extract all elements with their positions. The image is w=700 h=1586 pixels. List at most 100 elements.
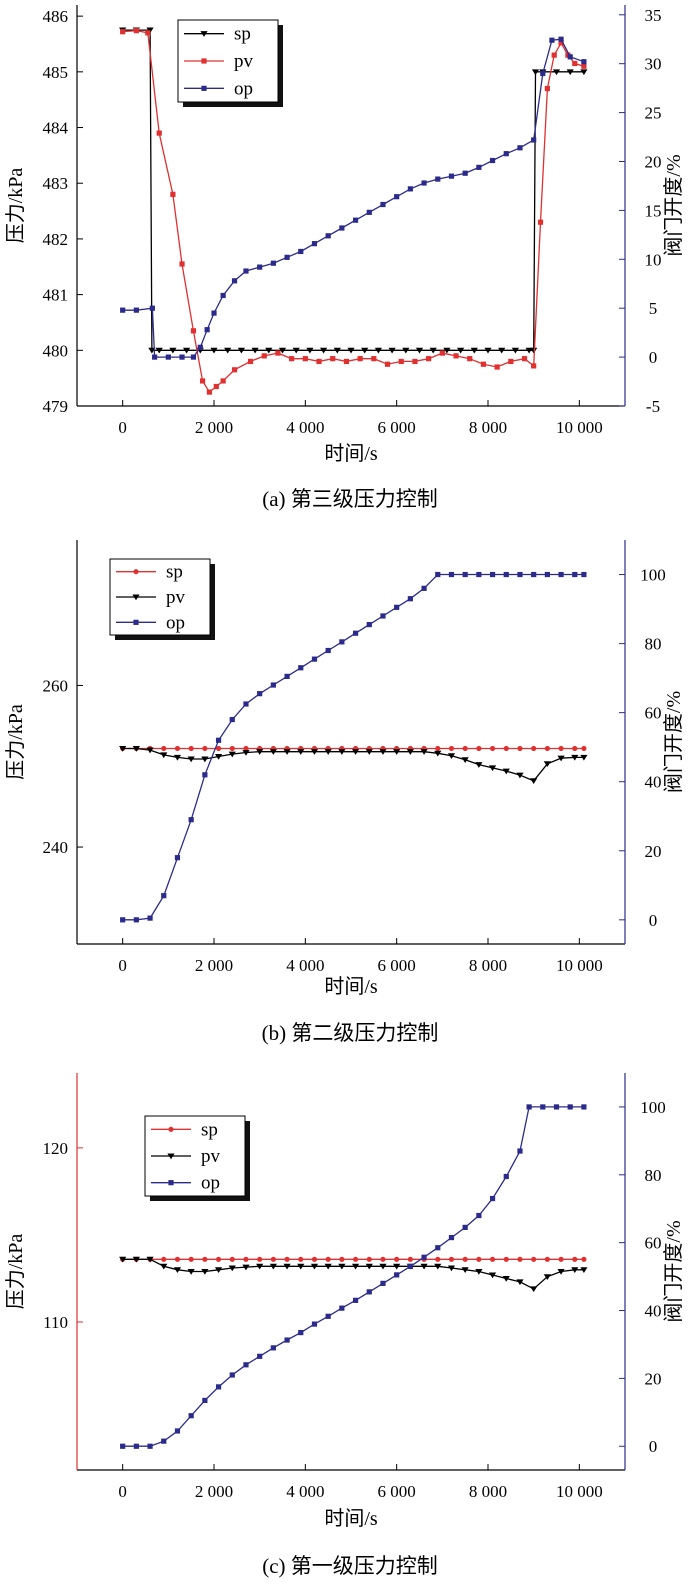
data-point-pv [447, 1265, 456, 1272]
left-y-tick-label: 260 [43, 676, 69, 695]
data-point-pv [420, 1263, 428, 1270]
data-point-op [311, 1321, 318, 1327]
legend: sp pv op [144, 1115, 250, 1201]
data-point-op [581, 571, 587, 578]
data-point-pv [461, 1267, 469, 1273]
data-point-op [120, 307, 126, 313]
right-y-tick-label: 20 [645, 152, 662, 171]
data-point-op [190, 354, 197, 360]
data-point-op [165, 354, 171, 360]
data-point-sp [581, 1256, 587, 1262]
right-y-tick-label: 100 [640, 1098, 666, 1117]
data-point-sp [161, 745, 167, 752]
data-point-op [120, 1443, 126, 1449]
data-point-pv [557, 1268, 565, 1275]
data-point-pv [119, 1256, 127, 1263]
data-point-pv [160, 752, 168, 759]
data-point-pv [551, 52, 557, 58]
data-point-pv [494, 364, 500, 370]
data-point-pv [133, 28, 139, 34]
data-point-pv [297, 1263, 305, 1270]
data-point-sp [270, 1256, 276, 1262]
data-point-op [243, 268, 249, 274]
data-point-sp [361, 347, 369, 354]
data-point-op [380, 201, 386, 208]
data-point-pv [201, 756, 209, 763]
data-point-sp [435, 745, 441, 752]
data-point-pv [338, 749, 346, 755]
data-point-pv [220, 378, 226, 384]
data-point-op [567, 1104, 573, 1110]
data-point-pv [537, 219, 544, 225]
data-point-op [339, 639, 345, 645]
data-point-sp [489, 1256, 496, 1262]
data-point-sp [470, 347, 478, 354]
data-point-op [133, 307, 139, 313]
data-point-op [462, 571, 468, 578]
x-tick-label: 4 000 [286, 956, 324, 975]
x-tick-label: 8 000 [469, 956, 507, 975]
data-point-op [202, 1397, 208, 1404]
data-point-op [421, 585, 427, 591]
data-point-op [558, 571, 564, 578]
data-point-pv [398, 358, 404, 365]
data-point-op [352, 1297, 359, 1303]
legend-label-pv: pv [166, 587, 186, 608]
data-point-sp [544, 1256, 550, 1262]
data-point-pv [132, 1256, 140, 1263]
x-axis-title: 时间/s [324, 975, 378, 998]
data-point-pv [228, 1265, 236, 1272]
data-point-pv [269, 749, 277, 755]
data-point-sp [215, 1256, 222, 1262]
data-point-sp [517, 745, 523, 752]
data-point-pv [420, 749, 428, 755]
left-y-tick-label: 110 [43, 1313, 68, 1332]
series-pv [119, 1256, 588, 1293]
data-point-sp [552, 69, 561, 76]
legend: sp pv op [109, 558, 215, 640]
left-y-tick-label: 485 [43, 63, 69, 82]
x-tick-label: 0 [118, 1482, 127, 1501]
data-point-sp [374, 347, 382, 354]
data-point-sp [525, 347, 533, 354]
left-y-tick-label: 481 [43, 286, 69, 305]
data-point-pv [543, 1274, 551, 1280]
data-point-op [179, 354, 185, 360]
chart-panel-c: 0 2 000 4 000 6 000 8 000 10 000 110 120 0 20 40 60… [4, 1073, 685, 1578]
data-point-op [553, 1104, 560, 1110]
data-point-op [489, 157, 496, 164]
data-point-sp [333, 347, 341, 354]
data-point-sp [202, 1256, 208, 1262]
right-y-axis-title: 阀门开度/% [662, 154, 685, 256]
data-point-pv [508, 358, 514, 365]
right-y-axis-title: 阀门开度/% [662, 1220, 685, 1322]
x-tick-label: 6 000 [378, 956, 416, 975]
data-point-op [407, 186, 413, 192]
data-point-pv [426, 356, 432, 362]
right-y-tick-label: 5 [649, 299, 658, 318]
left-y-axis-title: 压力/kPa [4, 1234, 27, 1310]
data-point-pv [310, 749, 319, 755]
data-point-pv [119, 745, 127, 752]
data-point-op [257, 264, 263, 270]
data-point-sp [210, 347, 218, 354]
left-y-tick-label: 484 [43, 119, 69, 138]
data-point-op [204, 327, 210, 333]
legend-marker-pv [201, 58, 207, 64]
legend-label-op: op [234, 78, 253, 99]
data-point-sp [174, 745, 181, 752]
data-point-op [531, 571, 537, 578]
data-point-pv [393, 749, 401, 755]
data-point-sp [503, 745, 509, 752]
data-point-op [448, 1234, 455, 1241]
right-y-tick-label: 40 [645, 1302, 662, 1321]
data-point-pv [214, 1267, 223, 1273]
data-point-pv [412, 358, 418, 365]
data-point-op [284, 1337, 290, 1343]
data-point-op [188, 1413, 194, 1419]
right-y-tick-label: 20 [645, 1369, 662, 1388]
data-point-pv [324, 749, 332, 755]
data-point-sp [229, 745, 235, 752]
data-point-op [257, 691, 263, 697]
data-point-pv [275, 350, 281, 356]
